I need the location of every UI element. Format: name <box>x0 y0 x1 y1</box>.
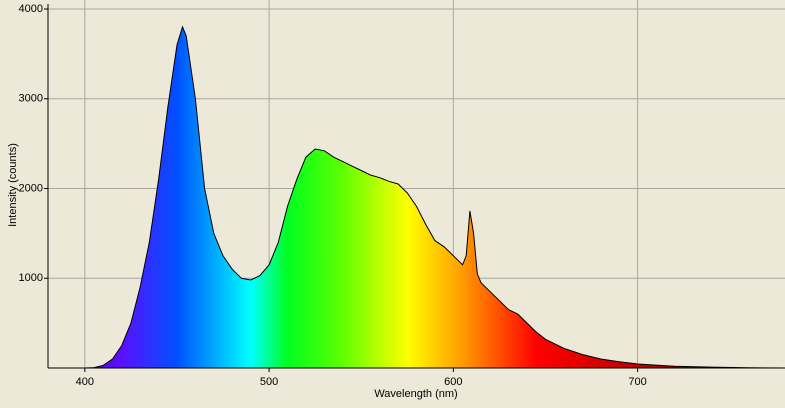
spectrum-line <box>48 25 785 369</box>
x-tick-label: 700 <box>628 376 646 388</box>
y-axis-label: Intensity (counts) <box>7 143 19 227</box>
x-axis-label: Wavelength (nm) <box>374 388 457 400</box>
y-tick-label: 1000 <box>19 272 43 284</box>
plot <box>48 25 785 369</box>
y-tick-label: 3000 <box>19 93 43 105</box>
x-tick-label: 500 <box>260 376 278 388</box>
y-tick-label: 2000 <box>19 182 43 194</box>
x-tick-label: 600 <box>444 376 462 388</box>
x-tick-label: 400 <box>76 376 94 388</box>
y-tick-label: 4000 <box>19 3 43 15</box>
spectrum-area <box>48 26 785 369</box>
